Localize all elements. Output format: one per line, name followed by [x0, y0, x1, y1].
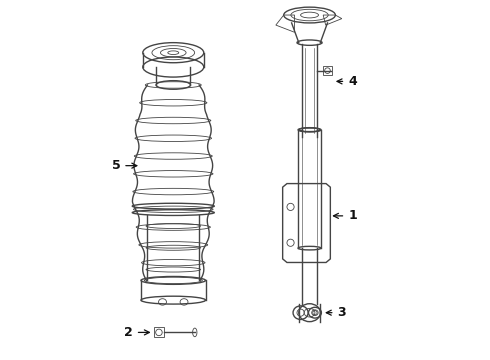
Text: 4: 4	[337, 75, 357, 88]
Text: 5: 5	[112, 159, 137, 172]
Text: 1: 1	[334, 210, 357, 222]
Text: 2: 2	[124, 326, 149, 339]
Text: 3: 3	[326, 306, 346, 319]
